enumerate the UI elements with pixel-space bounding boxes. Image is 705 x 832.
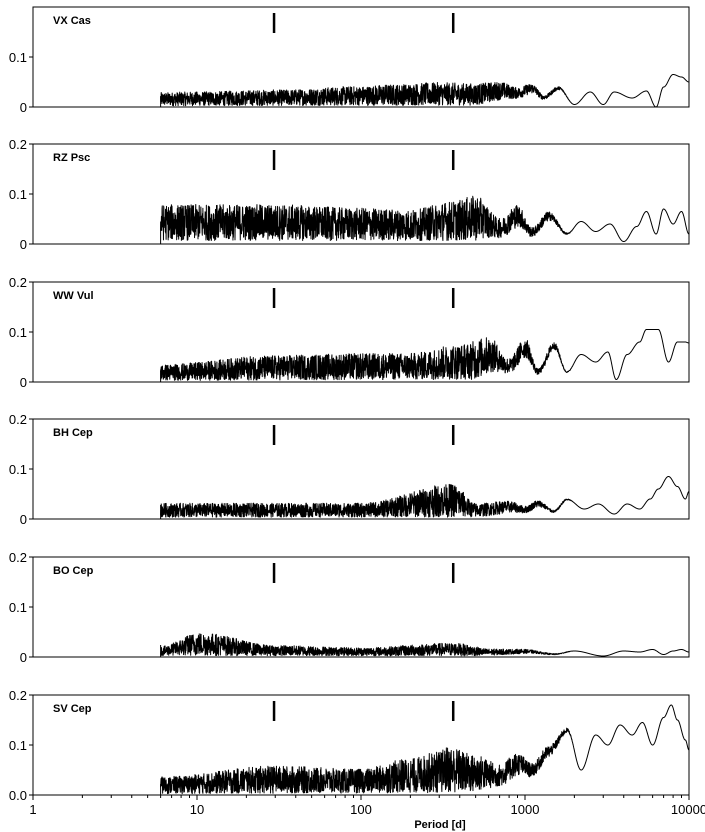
- x-tick-label: 1000: [511, 802, 540, 817]
- y-tick-label: 0.2: [9, 412, 27, 427]
- star-name-label: RZ Psc: [53, 152, 90, 164]
- periodogram-series-line: [160, 476, 690, 518]
- periodogram-series-line: [160, 329, 690, 381]
- x-axis-title: Period [d]: [414, 819, 466, 831]
- periodogram-series-line: [160, 195, 690, 242]
- y-tick-label: 0.2: [9, 137, 27, 152]
- periodogram-series-line: [160, 633, 690, 657]
- y-tick-label: 0.1: [9, 325, 27, 340]
- y-tick-label: 0: [20, 375, 27, 390]
- y-tick-label: 0: [20, 512, 27, 527]
- y-tick-label: 0: [20, 237, 27, 252]
- panel-frame: [32, 556, 690, 658]
- y-tick-label: 0.1: [9, 462, 27, 477]
- panel-frame: [32, 694, 690, 796]
- star-name-label: BH Cep: [53, 427, 93, 439]
- x-tick-label: 1: [29, 802, 36, 817]
- periodogram-series-line: [160, 74, 690, 108]
- star-name-label: BO Cep: [53, 565, 94, 577]
- y-tick-label: 0.0: [9, 788, 27, 803]
- x-tick-label: 10000: [671, 802, 705, 817]
- x-tick-label: 100: [350, 802, 372, 817]
- y-tick-label: 0.2: [9, 550, 27, 565]
- y-tick-label: 0.2: [9, 688, 27, 703]
- x-tick-label: 10: [190, 802, 204, 817]
- y-tick-label: 0: [20, 100, 27, 115]
- star-name-label: SV Cep: [53, 703, 92, 715]
- star-name-label: VX Cas: [53, 15, 91, 27]
- y-tick-label: 0.1: [9, 600, 27, 615]
- y-tick-label: 0: [20, 650, 27, 665]
- y-tick-label: 0.2: [9, 275, 27, 290]
- y-tick-label: 0.1: [9, 50, 27, 65]
- y-tick-label: 0.1: [9, 187, 27, 202]
- periodogram-series-line: [160, 704, 690, 795]
- panel-frame: [32, 6, 690, 108]
- y-tick-label: 0.1: [9, 738, 27, 753]
- panel-frame: [32, 418, 690, 520]
- star-name-label: WW Vul: [53, 290, 94, 302]
